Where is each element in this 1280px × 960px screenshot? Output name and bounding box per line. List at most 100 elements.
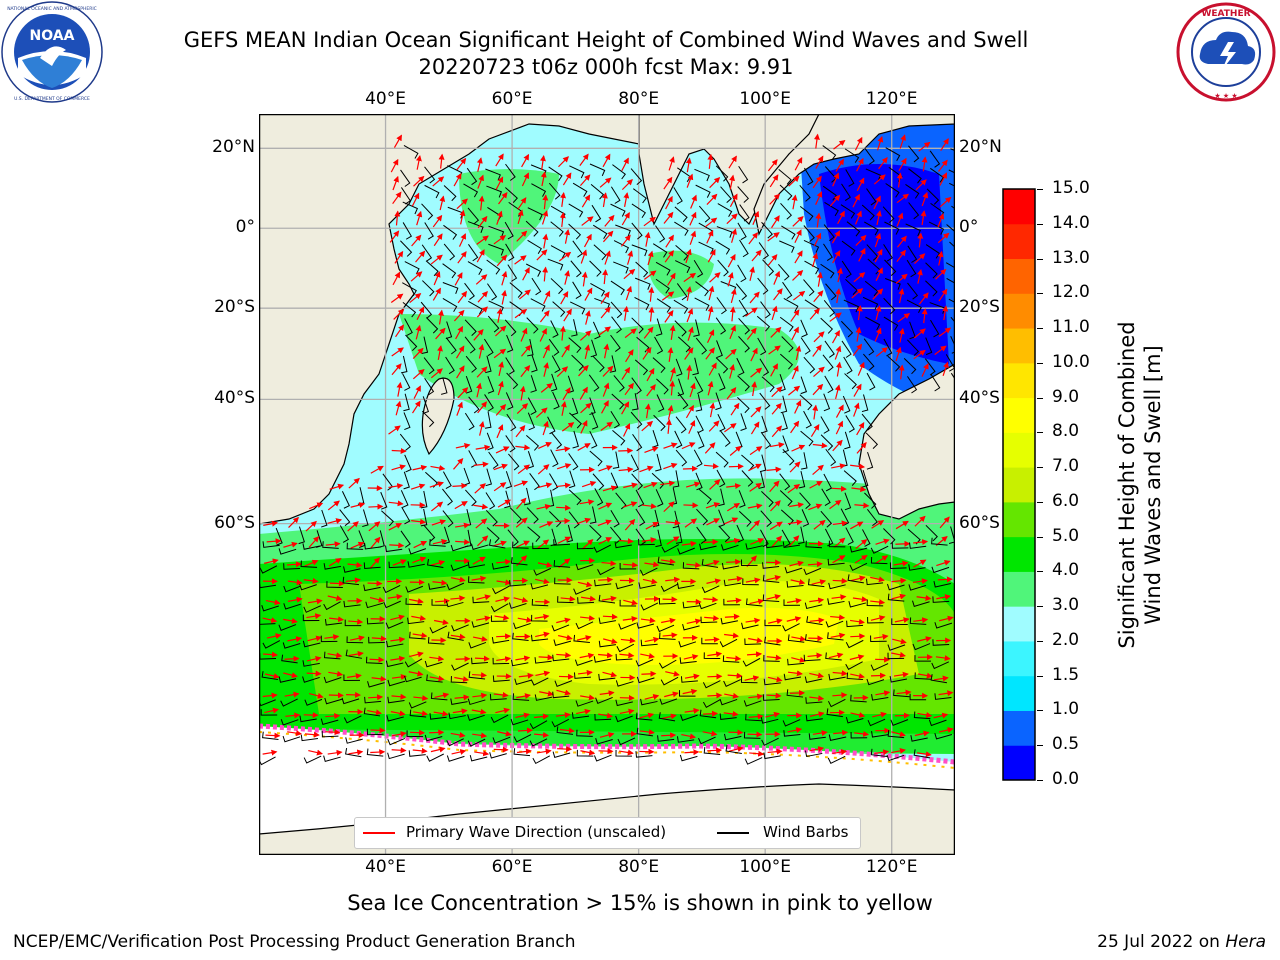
wave-direction-arrow — [558, 251, 572, 262]
colorbar-segment — [1003, 536, 1035, 572]
wind-barb — [531, 354, 538, 373]
lat-tick-label: 0° — [959, 217, 979, 238]
wave-direction-arrow — [640, 652, 655, 659]
wind-barb — [491, 563, 510, 570]
wind-barb — [845, 661, 863, 671]
wind-barb — [402, 301, 417, 318]
wave-direction-arrow — [642, 347, 652, 360]
wind-barb — [504, 490, 511, 509]
wind-barb — [450, 544, 469, 552]
colorbar-segment — [1003, 328, 1035, 364]
wave-direction-arrow — [392, 271, 401, 286]
wave-direction-arrow — [661, 732, 677, 739]
wind-barb — [593, 656, 612, 663]
wave-direction-arrow — [895, 346, 902, 362]
wave-direction-arrow — [896, 249, 906, 263]
lat-tick-label: 20°N — [212, 137, 255, 158]
wave-direction-arrow — [745, 617, 761, 624]
wind-barb — [946, 277, 955, 284]
wind-barb — [610, 186, 621, 204]
wind-barb — [658, 597, 676, 605]
wind-barb — [674, 430, 683, 449]
wave-direction-arrow — [787, 484, 801, 494]
wave-direction-arrow — [580, 595, 596, 602]
wind-barb — [530, 298, 546, 312]
wave-direction-arrow — [914, 515, 926, 527]
wave-direction-arrow — [325, 541, 341, 548]
colorbar-tick-label: 9.0 — [1052, 386, 1080, 407]
wave-direction-arrow — [669, 380, 676, 396]
wave-direction-arrow — [875, 538, 890, 545]
wind-barb — [661, 544, 680, 553]
wave-direction-arrow — [746, 555, 757, 567]
wind-barb — [513, 622, 531, 630]
wind-barb — [800, 430, 814, 447]
wave-direction-arrow — [493, 235, 507, 245]
wave-direction-arrow — [473, 503, 489, 510]
wave-direction-arrow — [853, 383, 862, 397]
wind-barb — [740, 413, 747, 431]
wave-direction-arrow — [513, 480, 529, 487]
wind-barb — [468, 576, 485, 584]
wind-barb — [864, 492, 877, 509]
wind-barb — [659, 632, 676, 640]
wave-direction-arrow — [813, 519, 826, 530]
wind-barb — [778, 169, 792, 185]
wave-direction-arrow — [709, 479, 721, 490]
wave-direction-arrow — [283, 617, 298, 624]
wind-barb — [863, 338, 875, 356]
wave-direction-arrow — [767, 232, 780, 242]
wave-direction-arrow — [898, 157, 907, 172]
wave-direction-arrow — [835, 158, 844, 172]
wave-direction-arrow — [581, 480, 597, 488]
wave-direction-arrow — [769, 480, 780, 493]
wave-direction-arrow — [369, 656, 385, 663]
wind-barb — [737, 264, 747, 283]
wave-direction-arrow — [706, 229, 714, 244]
wind-barb — [634, 296, 650, 311]
wind-barb — [717, 413, 726, 432]
wave-direction-arrow — [409, 598, 424, 605]
wind-barb — [575, 621, 594, 630]
wave-direction-arrow — [681, 540, 697, 547]
wave-direction-arrow — [870, 576, 885, 583]
wave-direction-arrow — [432, 287, 441, 301]
lat-tick-label: 20°N — [959, 137, 1002, 158]
wind-barb — [261, 671, 279, 681]
wind-barb — [346, 636, 364, 644]
wind-barb — [404, 675, 422, 683]
wind-barb — [908, 145, 920, 163]
colorbar-tick-label: 0.0 — [1052, 769, 1080, 789]
wave-direction-arrow — [287, 596, 303, 603]
wave-direction-arrow — [942, 361, 949, 377]
wind-barb — [889, 562, 907, 569]
wave-direction-arrow — [579, 652, 595, 659]
wave-direction-arrow — [473, 461, 489, 468]
wind-barb — [906, 339, 920, 356]
wind-barb — [259, 565, 278, 574]
wave-direction-arrow — [286, 561, 302, 568]
wave-direction-arrow — [709, 402, 716, 418]
wind-barb — [568, 223, 582, 240]
wind-barb — [631, 222, 643, 240]
wind-barb — [652, 357, 666, 374]
wave-direction-arrow — [475, 444, 491, 451]
wind-barb — [505, 392, 514, 410]
wind-barb — [630, 454, 640, 473]
wind-barb — [486, 527, 500, 544]
wind-barb — [339, 525, 349, 543]
wind-barb — [589, 506, 597, 524]
wave-direction-arrow — [812, 175, 822, 189]
wind-barb — [531, 598, 549, 607]
wind-barb — [553, 560, 571, 568]
colorbar-tick-label: 5.0 — [1052, 525, 1080, 546]
wind-barb — [798, 470, 806, 489]
wave-direction-arrow — [453, 172, 462, 187]
wave-direction-arrow — [812, 404, 819, 420]
wind-barb — [827, 558, 845, 566]
wind-wave-symbols — [259, 133, 955, 766]
wind-barb — [302, 676, 320, 683]
wave-direction-arrow — [660, 558, 676, 565]
wind-barb — [914, 655, 931, 662]
wave-direction-arrow — [706, 193, 718, 205]
